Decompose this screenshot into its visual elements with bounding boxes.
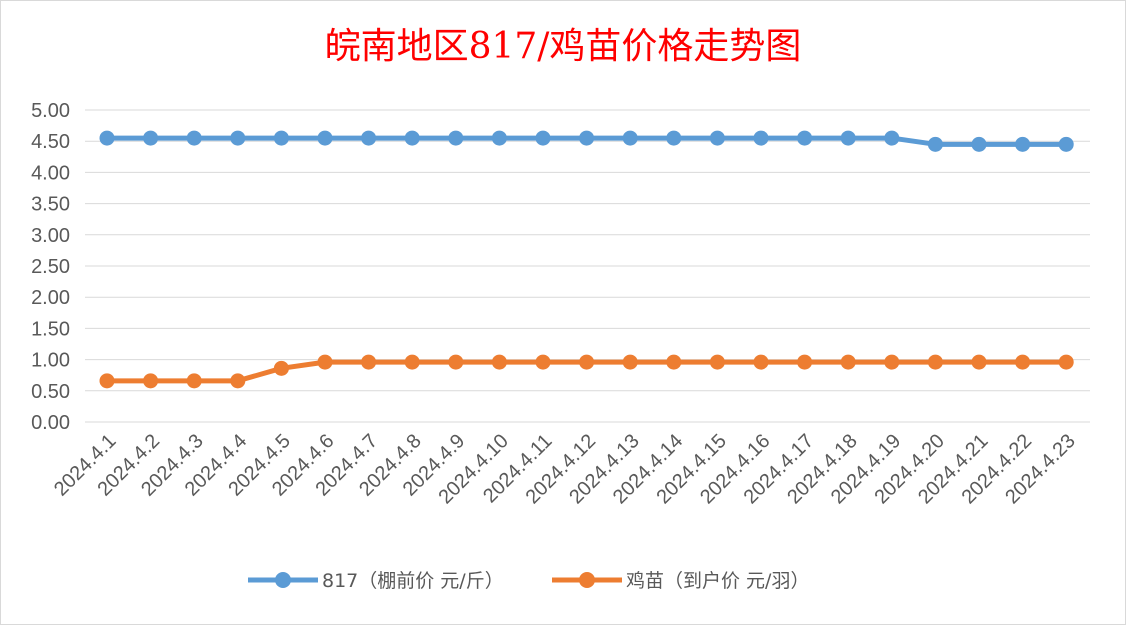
data-point xyxy=(709,130,725,146)
data-point xyxy=(840,354,856,370)
y-tick-label: 2.00 xyxy=(31,287,70,309)
series-1 xyxy=(99,354,1074,389)
x-axis-ticks: 2024.4.12024.4.22024.4.32024.4.42024.4.5… xyxy=(50,430,1080,508)
data-point xyxy=(884,354,900,370)
data-point xyxy=(317,354,333,370)
data-point xyxy=(753,130,769,146)
data-point xyxy=(186,130,202,146)
data-point xyxy=(709,354,725,370)
data-point xyxy=(579,354,595,370)
data-point xyxy=(971,354,987,370)
y-tick-label: 2.50 xyxy=(31,256,70,278)
data-point xyxy=(448,130,464,146)
data-point xyxy=(753,354,769,370)
y-axis-ticks: 0.00 0.50 1.00 1.50 2.00 2.50 3.00 3.50 4.00 4.50… xyxy=(31,100,70,434)
data-point xyxy=(143,373,159,389)
legend-label-817: 817（棚前价 元/斤） xyxy=(322,570,504,592)
y-tick-label: 5.00 xyxy=(31,100,70,122)
data-point xyxy=(840,130,856,146)
data-point xyxy=(491,354,507,370)
data-point xyxy=(491,130,507,146)
data-point xyxy=(361,130,377,146)
data-point xyxy=(1015,136,1031,152)
data-point xyxy=(1015,354,1031,370)
data-point xyxy=(404,354,420,370)
series-0 xyxy=(99,130,1074,152)
y-tick-label: 4.00 xyxy=(31,162,70,184)
series-layer xyxy=(99,130,1074,389)
y-tick-label: 1.00 xyxy=(31,350,70,372)
legend-marker-817 xyxy=(275,572,291,588)
data-point xyxy=(1058,136,1074,152)
data-point xyxy=(99,130,115,146)
data-point xyxy=(579,130,595,146)
data-point xyxy=(99,373,115,389)
data-point xyxy=(927,354,943,370)
legend-label-chick: 鸡苗（到户价 元/羽） xyxy=(626,570,809,592)
data-point xyxy=(535,130,551,146)
data-point xyxy=(186,373,202,389)
legend-item-chick: 鸡苗（到户价 元/羽） xyxy=(552,570,809,592)
chart-title: 皖南地区817/鸡苗价格走势图 xyxy=(325,26,802,67)
data-point xyxy=(666,354,682,370)
data-point xyxy=(448,354,464,370)
data-point xyxy=(230,130,246,146)
y-tick-label: 3.00 xyxy=(31,225,70,247)
legend-marker-chick xyxy=(579,572,595,588)
data-point xyxy=(143,130,159,146)
data-point xyxy=(273,360,289,376)
y-tick-label: 0.50 xyxy=(31,381,70,403)
data-point xyxy=(884,130,900,146)
data-point xyxy=(797,354,813,370)
data-point xyxy=(797,130,813,146)
data-point xyxy=(404,130,420,146)
data-point xyxy=(273,130,289,146)
data-point xyxy=(971,136,987,152)
data-point xyxy=(535,354,551,370)
data-point xyxy=(317,130,333,146)
data-point xyxy=(927,136,943,152)
y-tick-label: 4.50 xyxy=(31,131,70,153)
data-point xyxy=(230,373,246,389)
y-tick-label: 3.50 xyxy=(31,194,70,216)
data-point xyxy=(666,130,682,146)
legend: 817（棚前价 元/斤） 鸡苗（到户价 元/羽） xyxy=(248,570,809,592)
y-tick-label: 0.00 xyxy=(31,412,70,434)
data-point xyxy=(361,354,377,370)
legend-item-817: 817（棚前价 元/斤） xyxy=(248,570,504,592)
data-point xyxy=(622,354,638,370)
data-point xyxy=(622,130,638,146)
y-tick-label: 1.50 xyxy=(31,318,70,340)
data-point xyxy=(1058,354,1074,370)
